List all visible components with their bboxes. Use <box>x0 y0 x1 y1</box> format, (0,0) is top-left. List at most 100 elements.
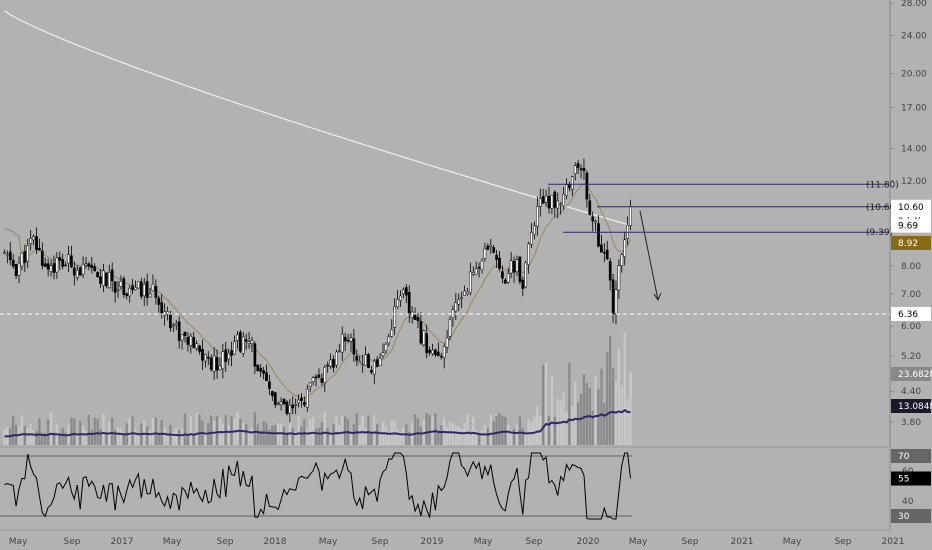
time-tick-label: Sep <box>372 537 389 547</box>
volume-bar <box>542 365 545 445</box>
candle-body <box>125 293 129 296</box>
volume-bar <box>317 427 321 445</box>
candle-body <box>629 206 632 226</box>
fib-level-label: (10.60) <box>866 203 899 213</box>
volume-bar <box>102 413 105 445</box>
time-tick-label: May <box>629 537 648 547</box>
candle-body <box>413 314 417 320</box>
volume-bar <box>38 418 41 445</box>
candle-body <box>407 291 411 315</box>
candle-body <box>8 251 12 261</box>
support-price-tag: 6.36 <box>891 306 931 321</box>
candle-body <box>620 254 624 266</box>
candle-body <box>11 259 15 267</box>
candle-body <box>614 289 618 314</box>
volume-bar <box>294 431 297 445</box>
candle-body <box>611 279 615 315</box>
candle-body <box>26 245 30 262</box>
volume-bar <box>70 417 73 445</box>
candle-body <box>276 403 280 405</box>
volume-bar <box>96 419 99 445</box>
candle-body <box>75 270 79 278</box>
candle-body <box>471 272 475 275</box>
volume-bar <box>84 430 88 445</box>
volume-bar <box>3 429 6 445</box>
volume-bar <box>338 425 341 445</box>
candle-body <box>544 195 548 203</box>
volume-bar <box>146 426 149 445</box>
volume-bar <box>376 424 379 445</box>
candle-body <box>553 191 557 208</box>
volume-bar <box>507 424 510 445</box>
volume-bar <box>550 376 554 445</box>
volume-bar <box>577 402 580 445</box>
volume-bar <box>253 412 256 445</box>
candle-body <box>90 264 94 269</box>
volume-bar <box>544 362 548 445</box>
rsi-current-tag: 55 <box>891 471 931 486</box>
candle-body <box>46 263 50 270</box>
candle-body <box>224 349 228 363</box>
volume-bar <box>472 417 475 445</box>
rsi-tick-label: 40 <box>902 497 914 507</box>
candle-body <box>509 260 513 274</box>
volume-bar <box>76 432 79 445</box>
candle-body <box>434 349 437 356</box>
volume-bar <box>285 432 289 445</box>
candle-body <box>460 297 463 299</box>
volume-bar <box>498 413 501 445</box>
volume-bar <box>268 429 271 445</box>
volume-bar <box>533 417 536 445</box>
candle-body <box>78 267 82 276</box>
ma200-price-tag-text: 9.69 <box>898 222 918 232</box>
candle-body <box>439 355 443 358</box>
candle-body <box>38 247 41 251</box>
volume-bar <box>323 412 326 445</box>
volume-bar <box>73 418 76 445</box>
candle-body <box>582 167 586 172</box>
price-tags-layer: 10.603d 4h9.698.926.3623.682M13.084M7055… <box>891 199 932 523</box>
volume-bar <box>41 433 44 445</box>
volume-bar <box>250 427 254 445</box>
volume-bar <box>52 432 56 445</box>
chart-background <box>0 0 890 550</box>
candle-body <box>227 352 231 360</box>
support-price-tag-bg <box>891 306 931 321</box>
candle-body <box>317 374 321 378</box>
time-tick-label: 2017 <box>111 537 134 547</box>
volume-bar <box>61 428 64 445</box>
volume-bar <box>469 433 472 445</box>
candle-body <box>419 321 423 344</box>
candle-body <box>346 339 350 342</box>
volume-bar <box>288 413 291 445</box>
volume-bar <box>378 432 382 445</box>
candle-body <box>332 359 335 368</box>
rsi-lower-tag: 30 <box>891 509 931 523</box>
candle-body <box>477 266 481 269</box>
volume-bar <box>119 427 123 445</box>
projection-arrow-layer <box>639 210 662 301</box>
candle-body <box>268 381 271 389</box>
volume-avg-tag: 23.682M <box>891 367 932 381</box>
candle-body <box>565 184 568 197</box>
candle-body <box>474 268 478 275</box>
volume-bar <box>116 427 120 445</box>
time-tick-label: Sep <box>682 537 699 547</box>
projection-arrow-head <box>653 292 662 301</box>
volume-bar <box>81 425 85 445</box>
candle-body <box>489 244 493 247</box>
candle-body <box>189 335 193 346</box>
volume-bar <box>448 421 452 445</box>
candle-body <box>355 356 359 361</box>
candle-body <box>64 264 67 267</box>
candle-body <box>361 363 364 366</box>
volume-bar <box>384 426 388 445</box>
fib-level-label: (11.80) <box>866 180 899 190</box>
time-tick-label: May <box>474 537 493 547</box>
candle-body <box>145 281 149 298</box>
candle-body <box>17 262 21 276</box>
volume-bar <box>242 422 245 445</box>
candle-body <box>457 299 461 305</box>
volume-bar <box>344 416 347 445</box>
